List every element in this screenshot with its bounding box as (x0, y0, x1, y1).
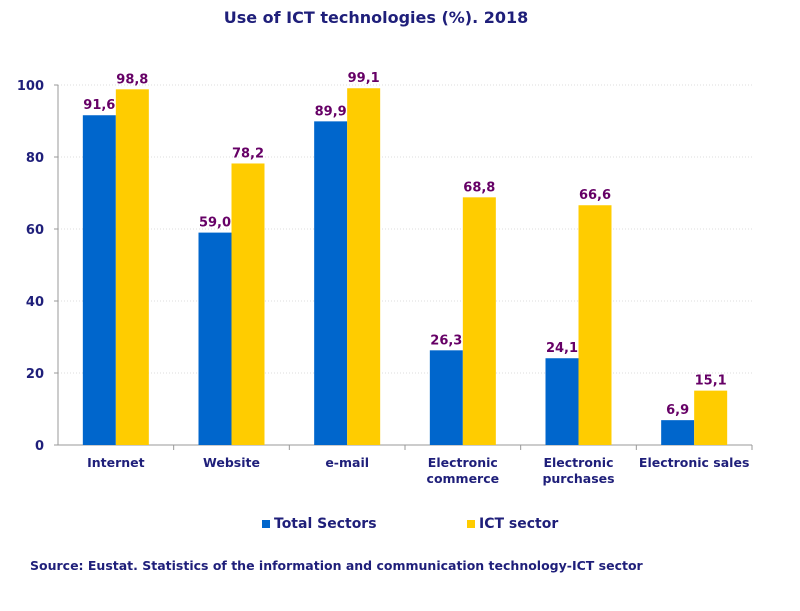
data-label: 15,1 (695, 374, 727, 389)
legend-swatch (467, 520, 475, 528)
chart-title: Use of ICT technologies (%). 2018 (223, 8, 529, 27)
legend-swatch (262, 520, 270, 528)
bar-ict (231, 163, 265, 446)
data-label: 26,3 (430, 333, 462, 348)
data-label: 66,6 (579, 188, 611, 203)
x-tick-label: e-mail (325, 455, 369, 470)
data-label: 6,9 (666, 403, 689, 418)
x-tick-label: Website (203, 455, 260, 470)
y-tick-label: 80 (26, 151, 44, 166)
bar-ict (694, 390, 728, 445)
x-tick-label: commerce (427, 471, 500, 486)
data-label: 24,1 (546, 341, 578, 356)
x-tick-label: Electronic (428, 455, 498, 470)
source-note: Source: Eustat. Statistics of the inform… (30, 558, 643, 573)
y-tick-label: 20 (26, 367, 44, 382)
bar-ict (347, 88, 381, 446)
legend-label: ICT sector (479, 516, 558, 532)
y-tick-label: 40 (26, 295, 44, 310)
data-label: 89,9 (315, 104, 347, 119)
data-label: 98,8 (116, 72, 148, 87)
bar-total (661, 420, 695, 445)
bar-ict (115, 89, 149, 445)
data-label: 68,8 (463, 180, 495, 195)
y-tick-label: 60 (26, 223, 44, 238)
bar-ict (578, 205, 612, 445)
bar-total (82, 115, 116, 446)
bar-total (198, 232, 232, 445)
bar-ict (462, 197, 496, 445)
bar-total (545, 358, 579, 445)
x-tick-label: Electronic (543, 455, 613, 470)
bar-total (429, 350, 463, 445)
bar-total (314, 121, 348, 446)
data-label: 91,6 (83, 98, 115, 113)
x-tick-label: Electronic sales (639, 455, 749, 470)
legend-label: Total Sectors (274, 516, 377, 532)
y-tick-label: 100 (17, 79, 44, 94)
data-label: 78,2 (232, 146, 264, 161)
data-label: 59,0 (199, 216, 231, 231)
x-tick-label: Internet (87, 455, 145, 470)
x-tick-label: purchases (542, 471, 614, 486)
data-label: 99,1 (348, 71, 380, 86)
y-tick-label: 0 (35, 439, 44, 454)
